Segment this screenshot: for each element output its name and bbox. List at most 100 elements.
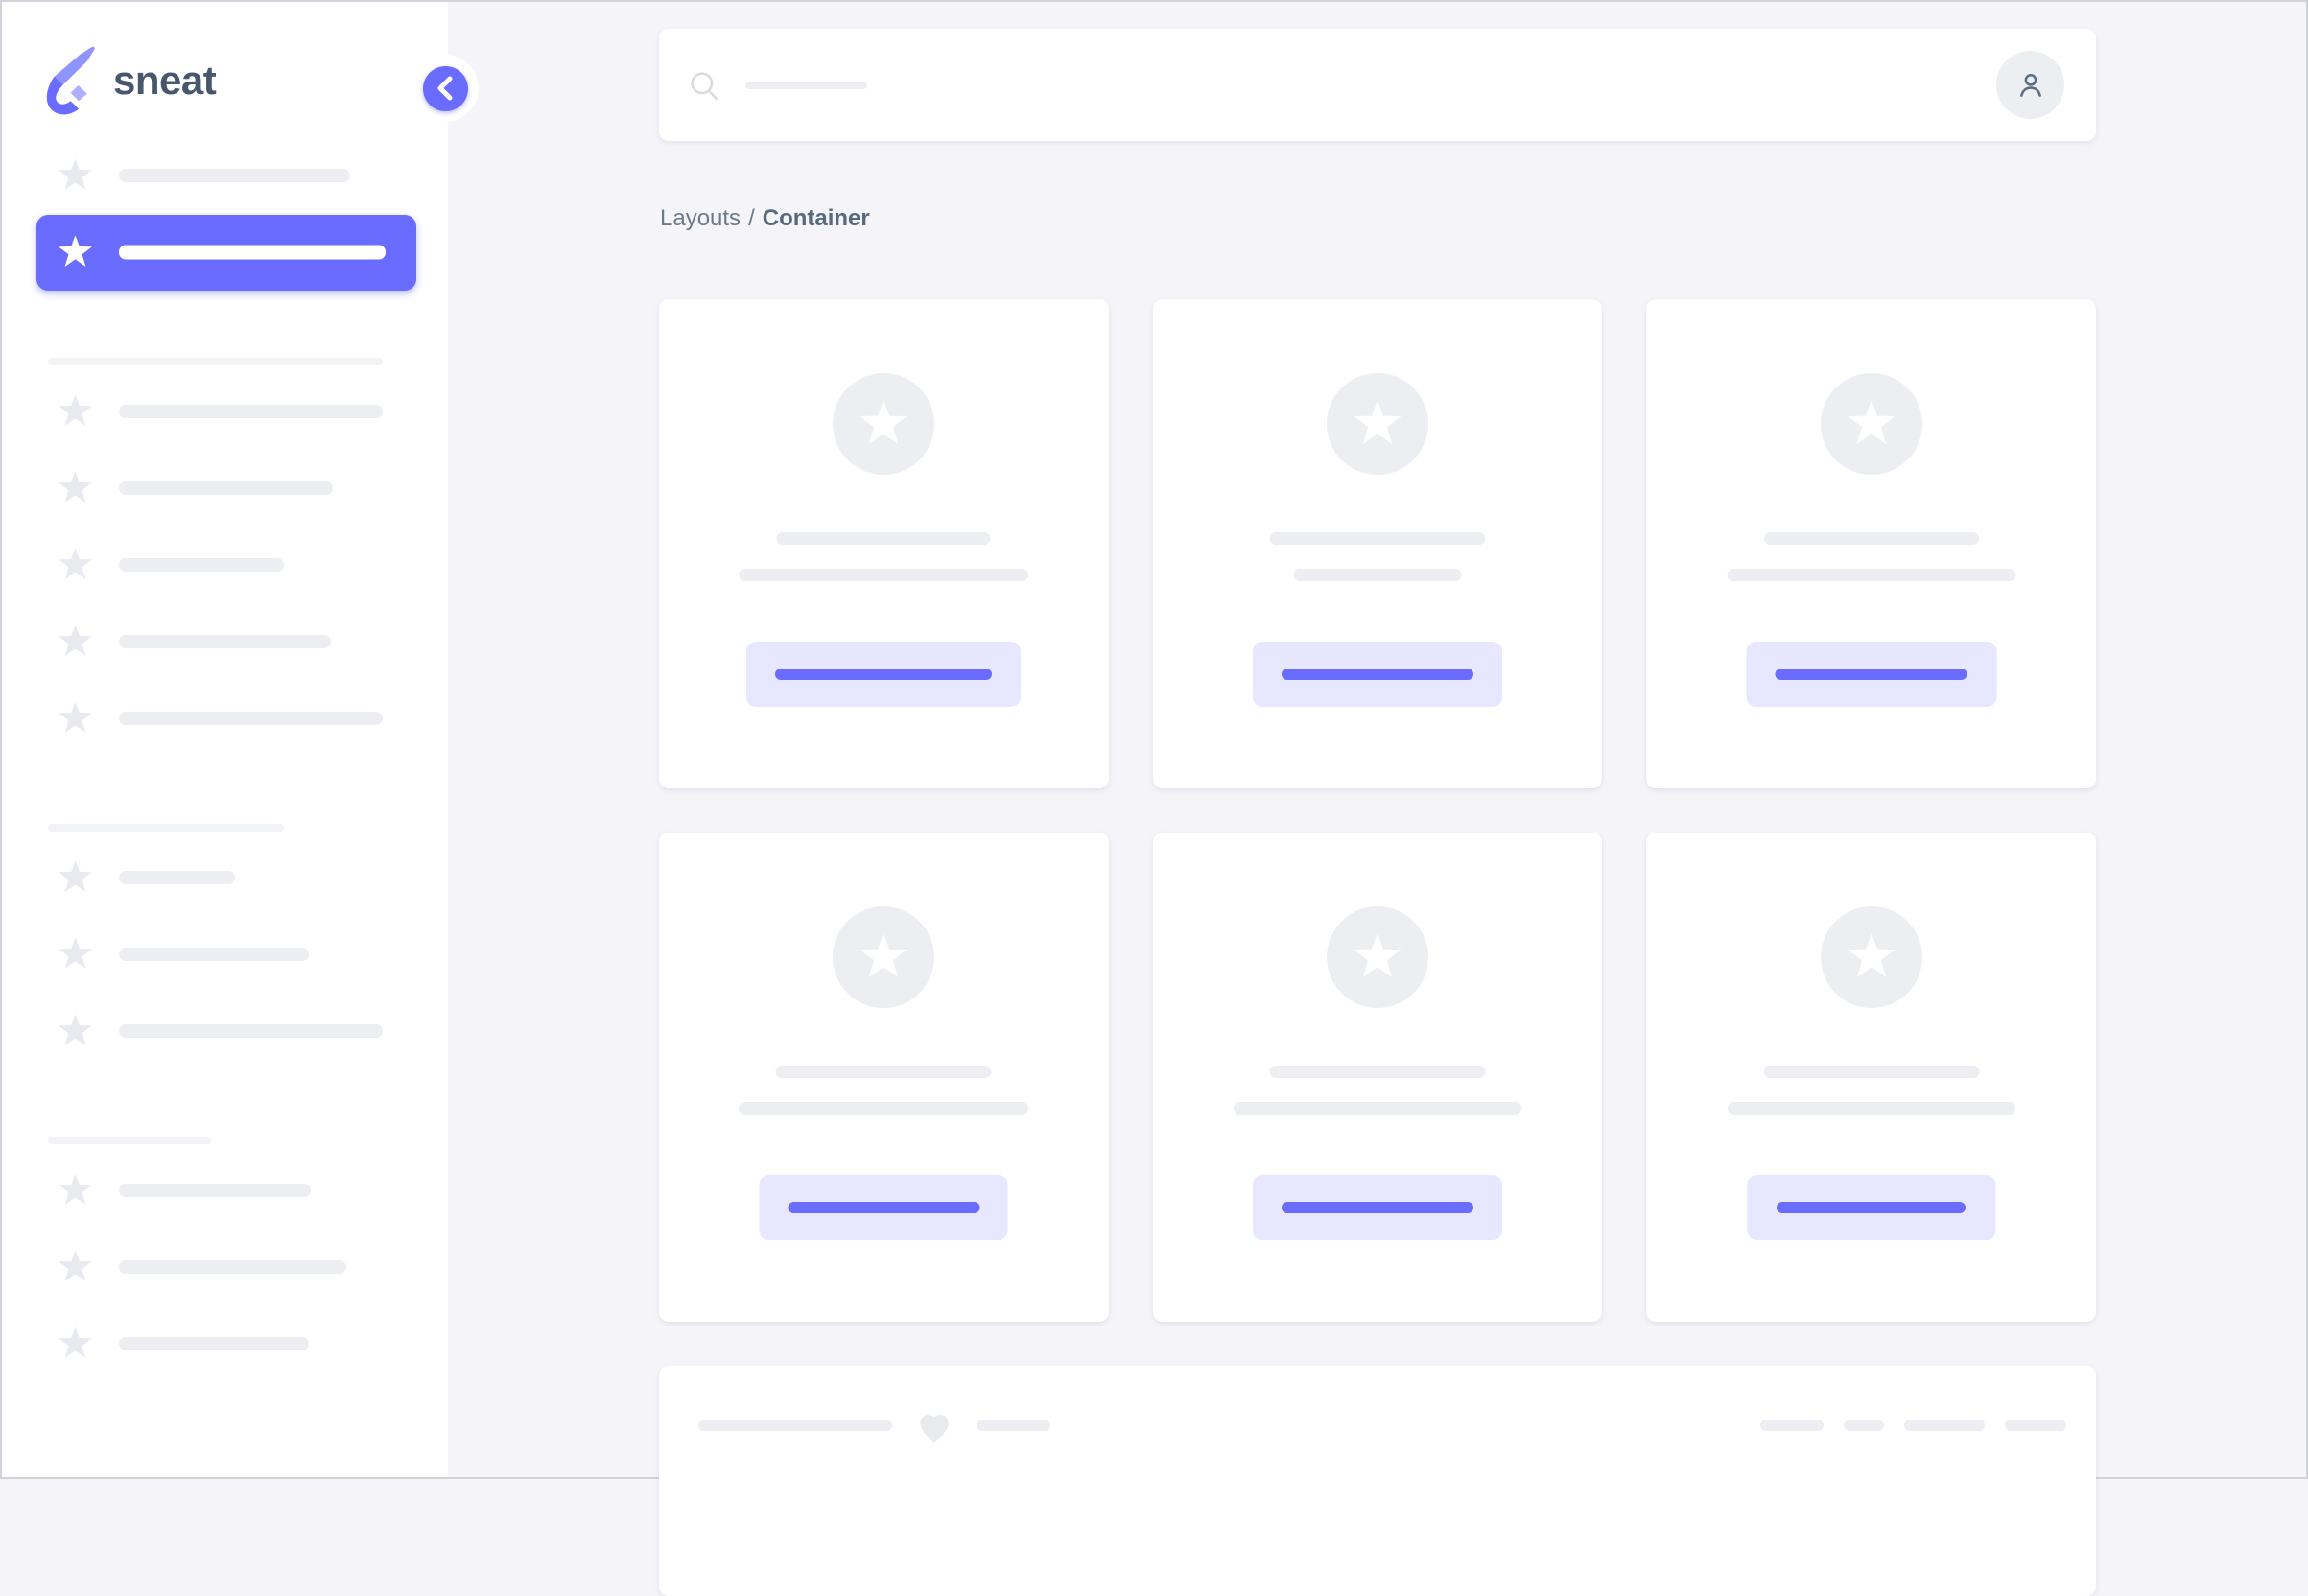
- sidebar-menu-item[interactable]: [2, 1152, 448, 1229]
- menu-item-skeleton: [119, 1337, 309, 1350]
- star-icon: [58, 1250, 93, 1281]
- menu-item-skeleton: [119, 245, 386, 260]
- menu-item-skeleton: [119, 712, 383, 725]
- card-avatar: [833, 373, 935, 475]
- card-skeleton-line-1: [775, 1066, 992, 1078]
- star-icon: [58, 860, 93, 892]
- card-avatar: [1820, 906, 1922, 1008]
- bottom-card-pagination-group: [1760, 1404, 2066, 1446]
- sidebar-menu-item[interactable]: [2, 993, 448, 1069]
- search-placeholder-skeleton: [745, 81, 867, 89]
- breadcrumb-item-current: Container: [762, 205, 870, 231]
- star-icon: [58, 701, 93, 733]
- star-icon: [58, 394, 93, 426]
- menu-item-skeleton: [119, 558, 284, 572]
- card-button[interactable]: [1747, 1175, 1996, 1240]
- brand-name: sneat: [113, 58, 217, 103]
- card-skeleton-line-1: [1763, 1066, 1980, 1078]
- sidebar-menu-item[interactable]: [2, 680, 448, 757]
- star-icon: [58, 548, 93, 579]
- bottom-card-skeleton-line-2: [977, 1420, 1050, 1431]
- bottom-card-skeleton-line-1: [698, 1420, 892, 1431]
- star-icon: [58, 1173, 93, 1205]
- content-card: [1646, 833, 2096, 1322]
- card-skeleton-line-2: [1233, 1102, 1521, 1115]
- top-navbar: [659, 29, 2096, 141]
- star-icon: [58, 624, 93, 656]
- card-button[interactable]: [759, 1175, 1008, 1240]
- user-icon: [2019, 73, 2041, 97]
- card-button-label-skeleton: [1281, 1202, 1473, 1213]
- card-button[interactable]: [1746, 642, 1997, 707]
- sidebar-menu-item[interactable]: [2, 450, 448, 527]
- search-icon: [691, 71, 718, 100]
- star-icon: [1847, 400, 1896, 445]
- menu-section-divider: [48, 1137, 211, 1144]
- card-button[interactable]: [1252, 1175, 1502, 1240]
- menu-item-skeleton: [119, 635, 331, 648]
- breadcrumb-item-layouts[interactable]: Layouts: [660, 205, 742, 231]
- sidebar-menu-item[interactable]: [2, 137, 448, 214]
- card-skeleton-line-2: [1727, 569, 2016, 581]
- card-button[interactable]: [746, 642, 1022, 707]
- sidebar-menu-item[interactable]: [2, 603, 448, 680]
- bottom-card: [659, 1366, 2096, 1596]
- card-button-label-skeleton: [775, 669, 993, 680]
- sneat-logo-icon: [46, 46, 95, 115]
- star-icon: [1354, 933, 1401, 978]
- brand[interactable]: sneat: [46, 44, 217, 117]
- content-card: [1152, 299, 1603, 788]
- card-avatar: [1326, 373, 1428, 475]
- card-skeleton-line-1: [1269, 532, 1486, 545]
- user-avatar-button[interactable]: [1996, 51, 2064, 119]
- card-avatar: [1326, 906, 1428, 1008]
- heart-icon[interactable]: [914, 1406, 954, 1444]
- card-skeleton-line-1: [1763, 532, 1979, 545]
- menu-section-divider: [48, 824, 284, 832]
- pagination-pill[interactable]: [2005, 1420, 2066, 1431]
- sidebar-collapse-button[interactable]: [412, 55, 479, 122]
- card-skeleton-line-2: [1293, 569, 1462, 581]
- sidebar-menu-item-active[interactable]: [2, 214, 448, 291]
- sidebar-menu-item[interactable]: [2, 373, 448, 450]
- bottom-card-left-group: [698, 1404, 1050, 1446]
- sidebar-menu-item[interactable]: [2, 1229, 448, 1305]
- menu-item-skeleton: [119, 405, 383, 418]
- card-button-label-skeleton: [1775, 669, 1967, 680]
- star-icon: [1847, 933, 1896, 978]
- menu-section-divider: [48, 358, 383, 365]
- pagination-pill[interactable]: [1844, 1420, 1884, 1431]
- sidebar-menu-item[interactable]: [2, 839, 448, 916]
- search-input[interactable]: [688, 69, 1996, 102]
- star-icon: [58, 1014, 93, 1045]
- card-button-label-skeleton: [788, 1202, 980, 1213]
- star-icon: [58, 235, 93, 267]
- page: { "brand": { "name": "sneat", "logo_icon…: [0, 0, 2308, 1479]
- card-button[interactable]: [1252, 642, 1502, 707]
- breadcrumb-separator: /: [748, 205, 755, 231]
- menu-item-skeleton: [119, 948, 309, 961]
- sidebar: sneat: [2, 2, 448, 1477]
- menu-item-skeleton: [119, 481, 333, 495]
- star-icon: [58, 158, 93, 190]
- pagination-pill[interactable]: [1760, 1420, 1824, 1431]
- pagination-pill[interactable]: [1904, 1420, 1985, 1431]
- sidebar-menu-item[interactable]: [2, 1305, 448, 1382]
- card-skeleton-line-2: [739, 1102, 1029, 1115]
- content-card: [1152, 833, 1603, 1322]
- star-icon: [58, 471, 93, 503]
- card-button-label-skeleton: [1281, 669, 1473, 680]
- star-icon: [58, 1326, 93, 1358]
- sidebar-menu-item[interactable]: [2, 916, 448, 993]
- star-icon: [860, 933, 908, 978]
- chevron-left-icon: [437, 76, 453, 101]
- card-button-label-skeleton: [1777, 1202, 1967, 1213]
- menu-item-skeleton: [119, 1024, 383, 1038]
- menu-item-skeleton: [119, 1260, 346, 1274]
- star-icon: [1354, 400, 1401, 445]
- card-avatar: [1820, 373, 1922, 475]
- card-skeleton-line-1: [1269, 1066, 1486, 1078]
- card-grid: [659, 299, 2096, 1322]
- sidebar-menu-item[interactable]: [2, 527, 448, 603]
- card-skeleton-line-1: [776, 532, 991, 545]
